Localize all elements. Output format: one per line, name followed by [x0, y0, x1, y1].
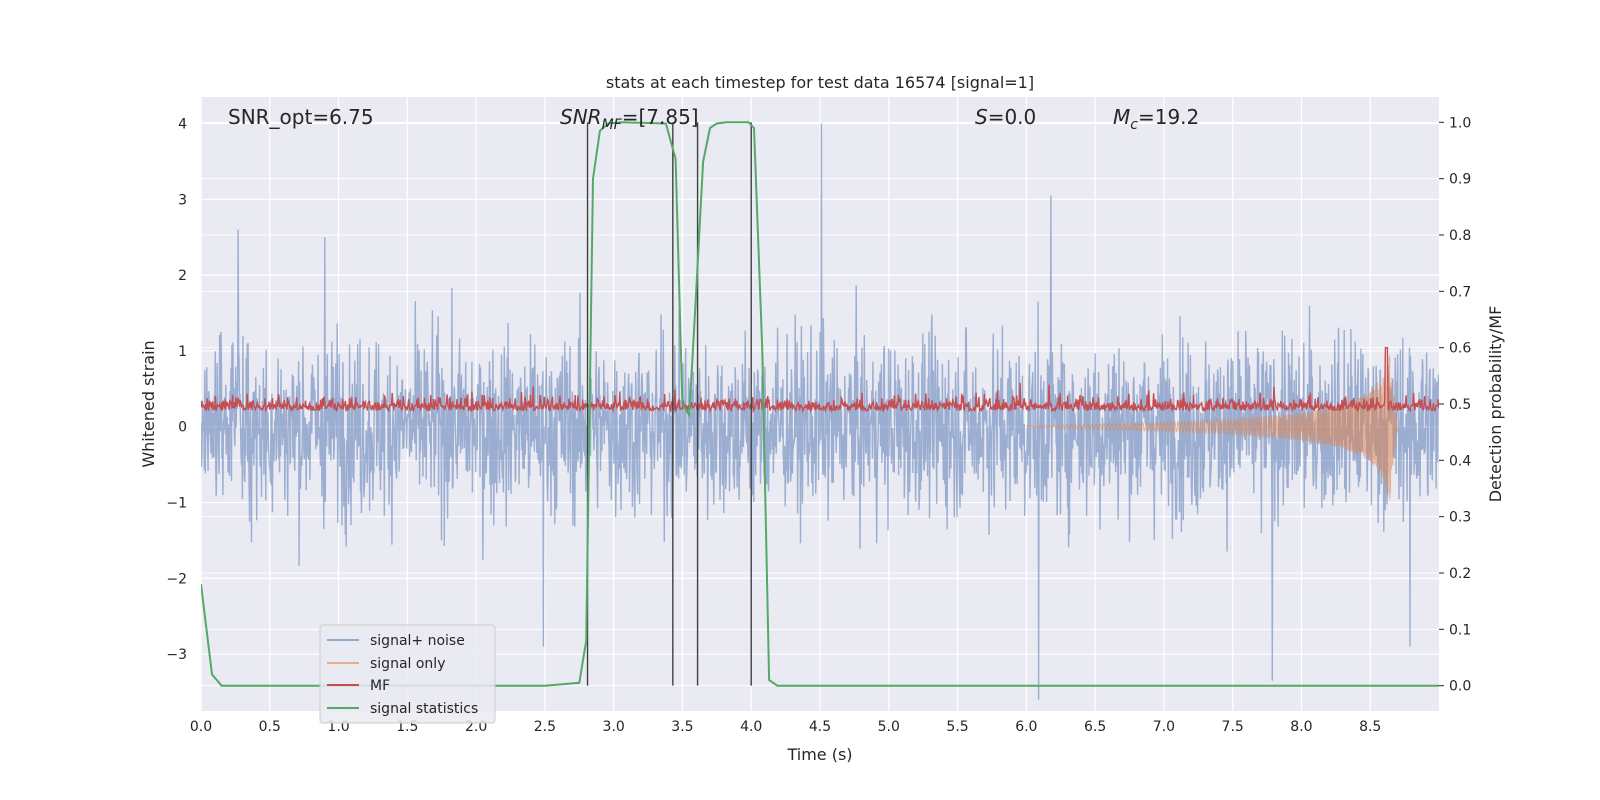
data-marks	[201, 121, 1439, 700]
x-tick-label: 5.0	[878, 719, 900, 735]
y2-axis-label: Detection probability/MF	[1486, 306, 1505, 503]
legend: signal+ noise signal only MF signal stat…	[319, 624, 496, 724]
x-tick-label: 8.0	[1290, 719, 1312, 735]
x-tick-label: 6.0	[1015, 719, 1037, 735]
x-tick-label: 6.5	[1084, 719, 1106, 735]
x-tick-label: 8.5	[1359, 719, 1381, 735]
y-tick-label: −2	[166, 571, 187, 587]
legend-label-signal-statistics: signal statistics	[370, 701, 478, 717]
x-tick-label: 2.5	[534, 719, 556, 735]
y-axis-label: Whitened strain	[139, 340, 158, 467]
y-tick-label: −1	[166, 496, 187, 512]
x-tick-label: 3.5	[671, 719, 693, 735]
y2-tick-label: 0.3	[1449, 510, 1471, 526]
x-tick-label: 7.0	[1153, 719, 1175, 735]
y-tick-label: 2	[178, 268, 187, 284]
y-tick-label: 1	[178, 344, 187, 360]
y2-tick-label: 1.0	[1449, 115, 1471, 131]
x-tick-label: 4.5	[809, 719, 831, 735]
series-signal-statistics	[201, 121, 1439, 687]
x-tick-label: 3.0	[603, 719, 625, 735]
x-tick-label: 0.5	[259, 719, 281, 735]
y-tick-label: 0	[178, 420, 187, 436]
annotation-text: S=0.0	[975, 105, 1036, 129]
y2-tick-label: 0.5	[1449, 397, 1471, 413]
legend-label-mf: MF	[370, 678, 390, 694]
series-signal-noise	[201, 123, 1439, 700]
series-mf	[201, 347, 1439, 414]
legend-label-signal-noise: signal+ noise	[370, 633, 465, 649]
y2-tick-label: 0.2	[1449, 566, 1471, 582]
tick-labels: 0.0 0.5 1.0 1.5 2.0 2.5 3.0 3.5 4.0 4.5 5.0 5.5 6.0 6…	[166, 115, 1471, 735]
x-tick-label: 0.0	[190, 719, 212, 735]
x-tick-label: 5.5	[946, 719, 968, 735]
y-tick-label: 4	[178, 117, 187, 133]
legend-label-signal-only: signal only	[370, 656, 445, 672]
y2-tick-label: 0.4	[1449, 453, 1471, 469]
y2-tick-label: 0.7	[1449, 284, 1471, 300]
legend-box	[319, 624, 496, 724]
chart-title: stats at each timestep for test data 165…	[606, 73, 1034, 92]
annotation-text: SNR_opt=6.75	[228, 105, 374, 129]
y2-tick-label: 0.1	[1449, 622, 1471, 638]
x-tick-label: 4.0	[740, 719, 762, 735]
y-tick-label: −3	[166, 647, 187, 663]
y-tick-label: 3	[178, 192, 187, 208]
annotation-text: Mc=19.2	[1113, 105, 1199, 133]
y2-tick-label: 0.9	[1449, 172, 1471, 188]
series-signal-only	[1025, 355, 1399, 500]
annotations: SNR_opt=6.75 SNRMF=[7.85] S=0.0 Mc=19.2	[228, 105, 1199, 133]
y2-tick-label: 0.0	[1449, 679, 1471, 695]
x-tick-label: 7.5	[1222, 719, 1244, 735]
y2-tick-label: 0.8	[1449, 228, 1471, 244]
y2-tick-label: 0.6	[1449, 341, 1471, 357]
x-axis-label: Time (s)	[786, 745, 852, 764]
annotation-text: SNRMF=[7.85]	[560, 105, 699, 133]
